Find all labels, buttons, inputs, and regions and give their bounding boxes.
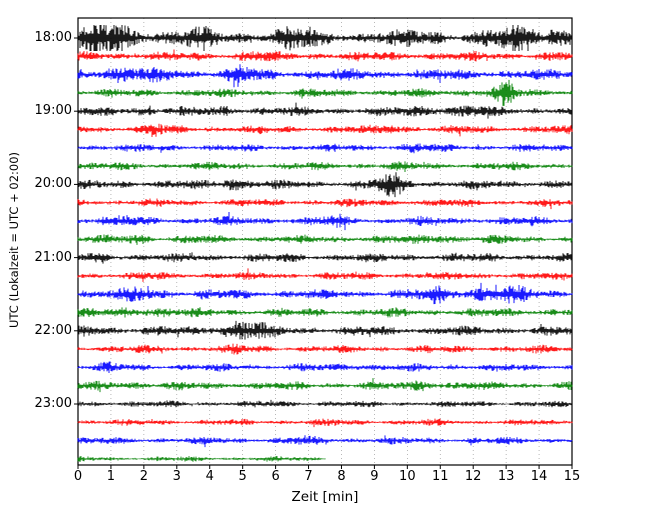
x-tick-label: 4	[205, 469, 214, 484]
x-tick-label: 6	[271, 469, 280, 484]
x-tick-label: 2	[139, 469, 148, 484]
x-tick-label: 15	[563, 469, 581, 484]
y-tick-label: 22:00	[34, 322, 72, 338]
x-tick-label: 12	[464, 469, 482, 484]
y-tick-label: 19:00	[34, 103, 72, 119]
x-tick-label: 13	[497, 469, 515, 484]
x-tick-label: 3	[172, 469, 181, 484]
x-tick-label: 1	[106, 469, 116, 484]
x-tick-label: 11	[431, 469, 449, 484]
x-tick-label: 9	[370, 469, 379, 484]
x-tick-label: 0	[73, 469, 83, 484]
y-tick-label: 23:00	[34, 396, 72, 411]
y-tick-label: 18:00	[34, 30, 72, 45]
y-axis-label: UTC (Lokalzeit = UTC + 02:00)	[7, 151, 21, 329]
x-tick-label: 7	[304, 469, 313, 484]
y-tick-label: 21:00	[34, 249, 72, 265]
x-axis-label: Zeit [min]	[291, 489, 359, 505]
x-tick-label: 10	[399, 469, 416, 484]
y-tick-label: 20:00	[34, 176, 72, 192]
x-tick-label: 14	[530, 469, 548, 484]
x-tick-label: 8	[337, 469, 346, 484]
x-tick-label: 5	[238, 469, 247, 484]
